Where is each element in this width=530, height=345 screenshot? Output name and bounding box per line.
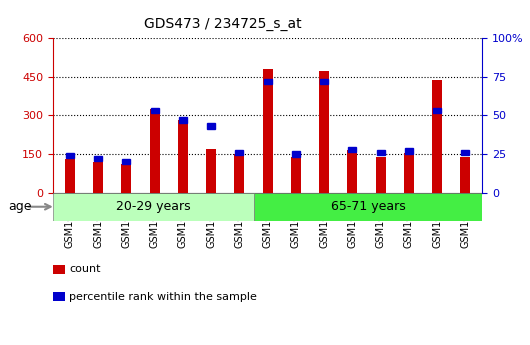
Text: age: age (8, 200, 31, 213)
FancyBboxPatch shape (94, 156, 102, 161)
Bar (291, 157, 301, 193)
Bar (206, 149, 216, 193)
FancyBboxPatch shape (235, 150, 243, 155)
Bar (234, 154, 244, 193)
Bar (461, 157, 470, 193)
FancyBboxPatch shape (122, 159, 130, 165)
FancyBboxPatch shape (377, 150, 385, 155)
FancyBboxPatch shape (264, 79, 271, 84)
Text: GDS473 / 234725_s_at: GDS473 / 234725_s_at (144, 17, 302, 31)
Bar (121, 164, 131, 193)
Text: percentile rank within the sample: percentile rank within the sample (69, 292, 257, 302)
FancyBboxPatch shape (405, 148, 413, 154)
FancyBboxPatch shape (179, 117, 187, 123)
Text: 20-29 years: 20-29 years (116, 200, 191, 213)
FancyBboxPatch shape (292, 151, 300, 157)
FancyBboxPatch shape (66, 153, 74, 158)
Bar (253, 193, 482, 221)
FancyBboxPatch shape (151, 108, 158, 114)
Bar (319, 71, 329, 193)
Bar (432, 80, 442, 193)
Bar (150, 109, 160, 193)
Bar (93, 162, 103, 193)
Bar (178, 120, 188, 193)
FancyBboxPatch shape (207, 124, 215, 129)
Bar (348, 150, 357, 193)
Bar (376, 157, 385, 193)
FancyBboxPatch shape (320, 79, 328, 84)
Text: count: count (69, 264, 100, 274)
FancyBboxPatch shape (433, 108, 441, 114)
Bar (404, 153, 414, 193)
FancyBboxPatch shape (462, 150, 469, 155)
FancyBboxPatch shape (348, 147, 356, 152)
Bar (65, 159, 75, 193)
Bar (263, 69, 272, 193)
Text: 65-71 years: 65-71 years (331, 200, 405, 213)
Bar (53, 193, 253, 221)
